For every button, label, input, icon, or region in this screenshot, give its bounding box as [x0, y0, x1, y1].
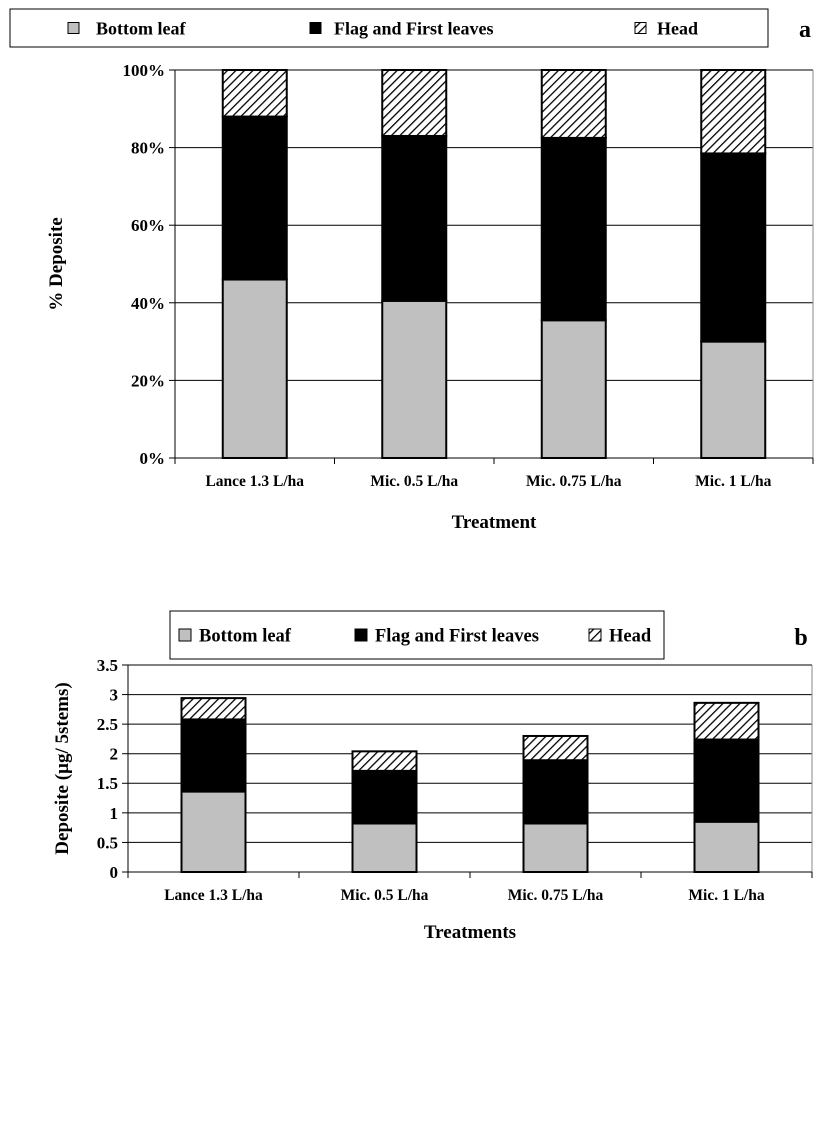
y-axis-title: Deposite (µg/ 5stems): [52, 682, 73, 854]
bar-bottom-leaf-2: [540, 319, 607, 460]
y-tick-label: 0: [110, 863, 119, 882]
y-tick-label: 1.5: [97, 774, 118, 793]
x-category-label: Mic. 0.5 L/ha: [341, 887, 429, 904]
legend-label-2: Head: [657, 18, 698, 38]
bar-bottom-leaf-1: [351, 822, 418, 874]
y-tick-label: 3.5: [97, 656, 118, 675]
y-tick-label: 40%: [131, 294, 165, 313]
bar-flag-first-leaves-2: [522, 759, 589, 825]
x-category-label: Mic. 1 L/ha: [688, 887, 764, 904]
bar-head-3: [693, 701, 760, 741]
bar-bottom-leaf-0: [180, 790, 247, 874]
x-category-label: Mic. 1 L/ha: [695, 473, 771, 490]
bar-flag-first-leaves-2: [540, 136, 607, 322]
legend-swatch-0: [67, 22, 80, 34]
panel-label: a: [799, 17, 811, 43]
y-tick-label: 2: [110, 745, 119, 764]
legend-label-1: Flag and First leaves: [375, 626, 539, 646]
legend-label-2: Head: [609, 626, 652, 646]
bar-flag-first-leaves-0: [180, 718, 247, 793]
chart-a: Bottom leaf Flag and First leaves Head a 0% 2…: [9, 8, 814, 533]
x-category-label: Mic. 0.5 L/ha: [370, 473, 458, 490]
y-tick-label: 0.5: [97, 833, 118, 852]
legend-box: [169, 610, 665, 660]
bar-flag-first-leaves-1: [351, 769, 418, 825]
y-tick-label: 100%: [123, 61, 166, 80]
bar-head-2: [540, 69, 607, 139]
y-tick-label: 80%: [131, 139, 165, 158]
panel-label: b: [794, 625, 807, 651]
x-category-label: Lance 1.3 L/ha: [205, 473, 304, 490]
y-tick-label: 2.5: [97, 715, 118, 734]
legend-label-1: Flag and First leaves: [334, 18, 494, 38]
bar-bottom-leaf-2: [522, 822, 589, 874]
bar-flag-first-leaves-3: [693, 738, 760, 823]
legend-swatch-2: [634, 22, 647, 34]
x-category-label: Lance 1.3 L/ha: [164, 887, 263, 904]
x-axis-title: Treatment: [452, 512, 537, 533]
x-category-label: Mic. 0.75 L/ha: [508, 887, 604, 904]
bar-flag-first-leaves-1: [381, 134, 448, 302]
legend-swatch-2: [588, 628, 602, 642]
bar-head-0: [221, 69, 288, 118]
bar-head-0: [180, 697, 247, 721]
x-axis-title: Treatments: [424, 922, 516, 943]
bar-bottom-leaf-0: [221, 278, 288, 459]
legend-label-0: Bottom leaf: [96, 18, 186, 38]
y-tick-label: 20%: [131, 371, 165, 390]
bar-bottom-leaf-1: [381, 299, 448, 459]
y-tick-label: 0%: [140, 449, 166, 468]
x-category-label: Mic. 0.75 L/ha: [526, 473, 622, 490]
bar-head-1: [381, 69, 448, 137]
chart-b: Bottom leaf Flag and First leaves Head b 0 0.…: [52, 610, 813, 943]
bar-bottom-leaf-3: [693, 820, 760, 874]
bar-head-3: [700, 69, 767, 155]
y-tick-label: 1: [110, 804, 119, 823]
legend-label-0: Bottom leaf: [199, 626, 292, 646]
y-tick-label: 60%: [131, 216, 165, 235]
y-axis-title: % Deposite: [46, 217, 67, 310]
bar-head-1: [351, 750, 418, 772]
bar-bottom-leaf-3: [700, 340, 767, 460]
legend-swatch-1: [354, 628, 368, 642]
bar-head-2: [522, 734, 589, 762]
legend-swatch-1: [309, 22, 322, 34]
legend-swatch-0: [178, 628, 192, 642]
bar-flag-first-leaves-0: [221, 115, 288, 281]
bar-flag-first-leaves-3: [700, 152, 767, 343]
y-tick-label: 3: [110, 686, 119, 705]
